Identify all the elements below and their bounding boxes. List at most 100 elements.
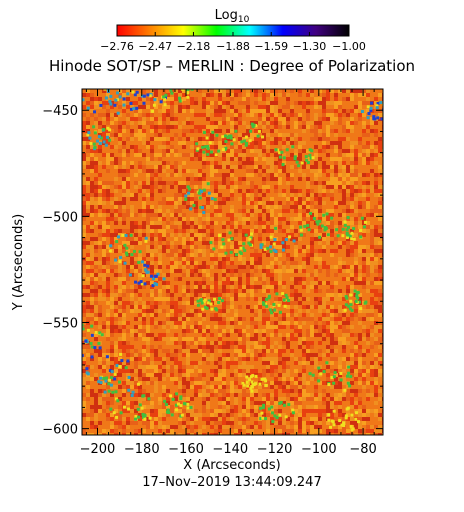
plage-cell [103,89,107,91]
heatmap-cell [290,277,294,281]
heatmap-cell [326,221,330,225]
heatmap-cell [198,233,202,237]
heatmap-cell [226,277,230,281]
heatmap-cell [146,357,150,361]
heatmap-cell [118,305,122,309]
plage-cell [369,106,373,110]
heatmap-cell [182,365,186,369]
heatmap-cell [258,373,262,377]
heatmap-cell [194,253,198,257]
heatmap-cell [206,233,210,237]
heatmap-cell [122,385,126,389]
heatmap-cell [270,433,274,435]
heatmap-cell [374,181,378,185]
heatmap-cell [90,273,94,277]
heatmap-cell [302,349,306,353]
heatmap-cell [86,177,90,181]
heatmap-cell [102,365,106,369]
heatmap-cell [374,329,378,333]
heatmap-cell [366,125,370,129]
heatmap-cell [138,117,142,121]
heatmap-cell [346,113,350,117]
heatmap-cell [354,405,358,409]
heatmap-cell [362,101,366,105]
heatmap-cell [142,257,146,261]
heatmap-cell [222,385,226,389]
heatmap-cell [282,89,286,93]
heatmap-cell [170,213,174,217]
heatmap-cell [230,145,234,149]
plage-cell [270,311,274,315]
heatmap-cell [150,317,154,321]
heatmap-cell [98,105,102,109]
heatmap-cell [218,93,222,97]
heatmap-cell [106,369,110,373]
heatmap-cell [274,349,278,353]
heatmap-cell [338,289,342,293]
heatmap-cell [218,317,222,321]
heatmap-cell [370,369,374,373]
heatmap-cell [162,197,166,201]
plage-cell [211,130,215,134]
heatmap-cell [338,201,342,205]
heatmap-cell [242,217,246,221]
plage-cell [339,371,343,375]
heatmap-cell [298,361,302,365]
heatmap-cell [226,365,230,369]
heatmap-cell [230,97,234,101]
heatmap-cell [214,433,218,435]
heatmap-cell [242,357,246,361]
heatmap-cell [306,381,310,385]
heatmap-cell [250,137,254,141]
heatmap-cell [282,381,286,385]
heatmap-cell [86,433,90,435]
heatmap-cell [234,153,238,157]
heatmap-cell [238,285,242,289]
heatmap-cell [94,121,98,125]
heatmap-cell [142,153,146,157]
heatmap-cell [278,385,282,389]
heatmap-cell [166,109,170,113]
heatmap-cell [322,165,326,169]
heatmap-cell [186,105,190,109]
heatmap-cell [186,205,190,209]
heatmap-speckle [82,89,383,435]
heatmap-cell [202,181,206,185]
heatmap-cell [302,213,306,217]
heatmap-cell [326,393,330,397]
heatmap-cell [282,237,286,241]
heatmap-cell [214,281,218,285]
heatmap-cell [162,141,166,145]
heatmap-cell [278,93,282,97]
heatmap-cell [378,149,382,153]
heatmap-cell [194,233,198,237]
heatmap-cell [94,409,98,413]
heatmap-cell [206,201,210,205]
heatmap-cell [290,261,294,265]
heatmap-cell [298,337,302,341]
heatmap-cell [370,185,374,189]
heatmap-cell [334,293,338,297]
heatmap-cell [182,169,186,173]
heatmap-cell [342,357,346,361]
heatmap-cell [182,161,186,165]
heatmap-cell [358,281,362,285]
heatmap-cell [222,309,226,313]
heatmap-cell [270,149,274,153]
heatmap-cell [266,249,270,253]
heatmap-cell [286,97,290,101]
heatmap-cell [106,417,110,421]
heatmap-cell [258,261,262,265]
heatmap-cell [98,433,102,435]
heatmap-cell [154,181,158,185]
heatmap-cell [362,385,366,389]
heatmap-cell [190,409,194,413]
colorbar-title: Log10 [215,8,250,25]
plage-cell [116,111,120,115]
heatmap-cell [222,281,226,285]
heatmap-cell [214,185,218,189]
heatmap-cell [190,169,194,173]
heatmap-cell [134,429,138,433]
heatmap-cell [102,237,106,241]
heatmap-cell [250,141,254,145]
